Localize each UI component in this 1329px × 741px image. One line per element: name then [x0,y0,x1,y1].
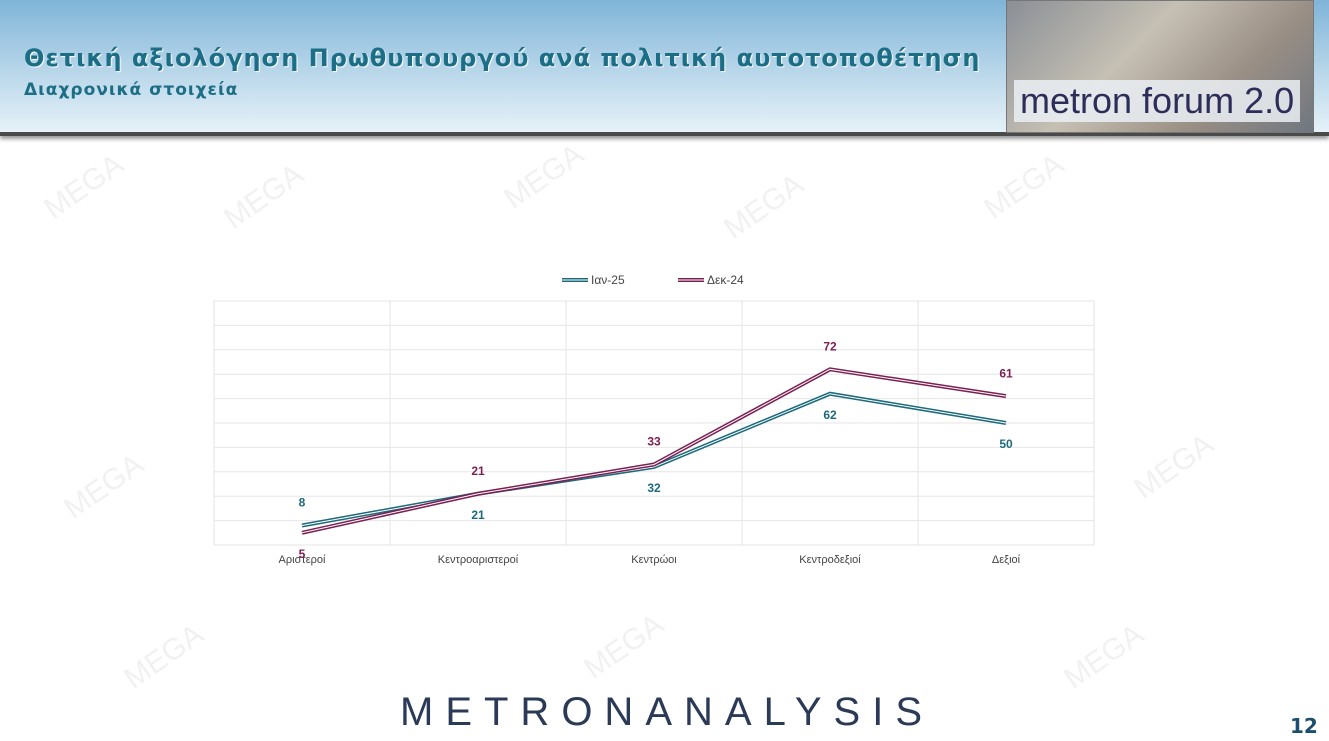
x-tick-label: Κεντροδεξιοί [799,554,861,566]
data-label: 32 [647,481,661,495]
series-line-highlight [301,393,1007,526]
data-label: 33 [647,435,661,449]
legend-label: Δεκ-24 [707,273,744,287]
brand: METRONANALYSIS [400,690,934,734]
data-label: 5 [299,547,306,561]
data-label: 8 [299,496,306,510]
data-label: 62 [823,408,837,422]
x-tick-label: Κεντρώοι [631,554,677,566]
slide-subtitle: Διαχρονικά στοιχεία [24,80,239,100]
data-label: 72 [823,339,837,353]
data-label: 61 [999,366,1013,380]
x-tick-label: Δεξιοί [992,554,1021,566]
data-label: 21 [471,464,485,478]
data-label: 21 [471,508,485,522]
logo-text: metron forum 2.0 [1014,80,1301,122]
legend-label: Ιαν-25 [591,273,625,287]
slide-title: Θετική αξιολόγηση Πρωθυπουργού ανά πολιτ… [24,44,981,72]
series-line [301,367,1007,535]
x-tick-label: Αριστεροί [279,554,326,566]
x-tick-label: Κεντροαριστεροί [438,554,519,566]
page-number: 12 [1290,714,1318,738]
series-line-highlight [301,368,1007,534]
data-label: 50 [999,437,1013,451]
series-line [301,391,1007,528]
